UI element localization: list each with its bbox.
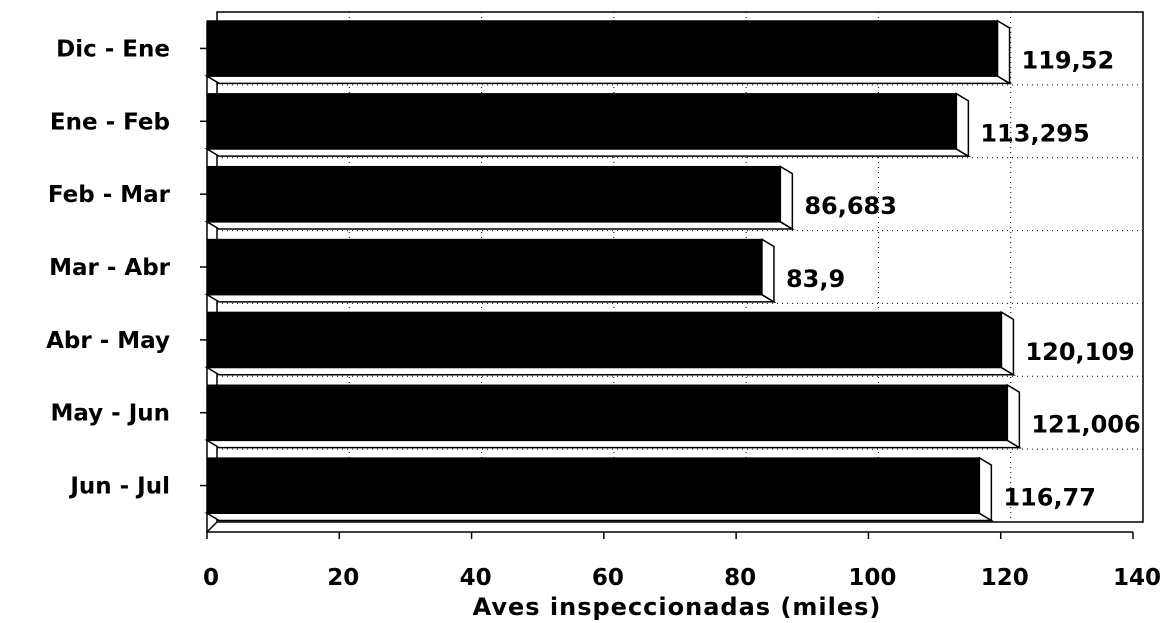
bar-side-face: [1006, 383, 1021, 449]
bar: [206, 238, 763, 296]
bar-bottom-face: [204, 293, 777, 303]
value-labels: 119,52 113,295 86,683 83,9 120,109 121,006 116…: [786, 46, 1141, 511]
x-tick-label: 80: [724, 565, 756, 591]
bar-side-face: [761, 237, 775, 304]
x-tick-label: 100: [848, 565, 896, 591]
x-axis-ticks: 0 20 40 60 80 100 120 140: [203, 532, 1161, 591]
category-label: Ene - Feb: [50, 109, 170, 135]
category-label: Feb - Mar: [48, 182, 171, 208]
bar-value-label: 86,683: [804, 192, 897, 220]
bars: [204, 19, 1023, 522]
bar-value-label: 83,9: [786, 265, 845, 293]
bar-side-face: [955, 92, 970, 158]
bar-value-label: 120,109: [1025, 338, 1134, 366]
bar-side-face: [779, 165, 794, 231]
bar-value-label: 121,006: [1031, 411, 1140, 439]
bar-bottom-face: [204, 148, 972, 157]
bar-side-face: [978, 456, 993, 522]
x-tick-label: 140: [1113, 565, 1161, 591]
x-tick-label: 0: [203, 565, 219, 591]
category-label: Jun - Jul: [68, 474, 170, 500]
bar-side-face: [1000, 310, 1015, 377]
bar-bottom-face: [204, 221, 796, 230]
bar-bottom-face: [204, 75, 1013, 85]
category-label: Abr - May: [46, 328, 170, 354]
bar-side-face: [996, 19, 1011, 85]
bar-value-label: 116,77: [1003, 484, 1096, 512]
category-label: Mar - Abr: [49, 255, 171, 281]
x-tick-label: 20: [327, 565, 359, 591]
bar-value-label: 119,52: [1022, 46, 1115, 74]
x-tick-label: 40: [460, 565, 492, 591]
plot-wall-edge: [206, 521, 218, 533]
bar: [206, 457, 980, 514]
bar: [206, 93, 957, 150]
x-tick-label: 120: [981, 565, 1029, 591]
x-axis-title: Aves inspeccionadas (miles): [473, 593, 882, 621]
bar: [206, 384, 1008, 441]
category-label: Dic - Ene: [56, 36, 170, 62]
bar-bottom-face: [204, 366, 1017, 376]
category-label: May - Jun: [50, 401, 170, 427]
bar-value-label: 113,295: [980, 119, 1089, 147]
bar-bottom-face: [204, 512, 995, 522]
category-labels: Dic - Ene Ene - Feb Feb - Mar Mar - Abr Abr …: [46, 36, 207, 500]
bar: [206, 311, 1002, 369]
bar: [206, 165, 781, 223]
x-tick-label: 60: [592, 565, 624, 591]
bar: [206, 20, 999, 77]
bar-bottom-face: [204, 439, 1023, 449]
